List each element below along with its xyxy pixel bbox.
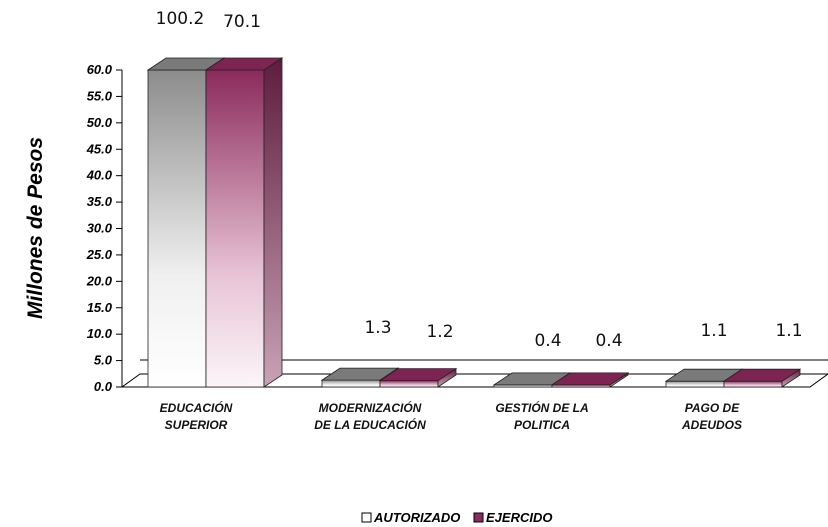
ejercido-bar-2-top	[378, 368, 458, 382]
autorizado-value-label-1: 100.2	[156, 9, 205, 29]
autorizado-bar-2	[321, 379, 381, 388]
y-tick-label: 20.0	[86, 273, 113, 288]
ejercido-value-label-1: 70.1	[223, 12, 261, 32]
autorizado-value-label-3: 0.4	[534, 331, 561, 351]
ejercido-bar-1-side	[263, 57, 283, 388]
ejercido-bar-4-top	[722, 368, 802, 382]
y-tick-label: 35.0	[87, 194, 113, 209]
category-label-2: DE LA EDUCACIÓN	[314, 417, 426, 432]
ejercido-bar-4	[723, 380, 783, 388]
autorizado-value-label-4: 1.1	[700, 321, 727, 341]
autorizado-bar-2-top	[320, 367, 400, 381]
legend-swatch-autorizado	[361, 512, 372, 523]
ejercido-bar-2	[379, 380, 439, 388]
ejercido-value-label-2: 1.2	[426, 322, 453, 342]
y-tick-label: 10.0	[87, 326, 113, 341]
legend-label-autorizado: AUTORIZADO	[373, 510, 460, 525]
y-tick-label: 50.0	[87, 115, 113, 130]
y-tick-label: 25.0	[86, 247, 113, 262]
ejercido-bar-1-top	[204, 57, 284, 71]
ejercido-bar-3-top	[550, 372, 630, 386]
autorizado-value-label-2: 1.3	[364, 318, 391, 338]
legend-label-ejercido: EJERCIDO	[486, 510, 552, 525]
category-label-4: PAGO DE	[685, 401, 740, 415]
autorizado-bar-1	[147, 69, 207, 388]
y-tick-label: 5.0	[94, 353, 113, 368]
y-tick-label: 30.0	[87, 221, 113, 236]
y-axis-title: Millones de Pesos	[24, 137, 47, 319]
y-tick-label: 40.0	[86, 168, 113, 183]
category-label-4: ADEUDOS	[681, 418, 742, 432]
category-label-3: GESTIÓN DE LA	[495, 400, 588, 415]
category-label-3: POLITICA	[514, 418, 570, 432]
category-label-2: MODERNIZACIÓN	[319, 400, 422, 415]
ejercido-value-label-3: 0.4	[595, 331, 622, 351]
category-label-1: SUPERIOR	[165, 418, 228, 432]
y-tick-label: 55.0	[87, 88, 113, 103]
y-tick-label: 45.0	[86, 141, 113, 156]
y-tick-label: 0.0	[94, 379, 113, 394]
ejercido-bar-1	[205, 69, 265, 388]
y-tick-label: 15.0	[87, 300, 113, 315]
legend-swatch-ejercido	[473, 512, 484, 523]
category-label-1: EDUCACIÓN	[160, 400, 233, 415]
y-tick-label: 60.0	[87, 62, 113, 77]
autorizado-bar-4	[665, 380, 725, 388]
ejercido-value-label-4: 1.1	[775, 321, 802, 341]
